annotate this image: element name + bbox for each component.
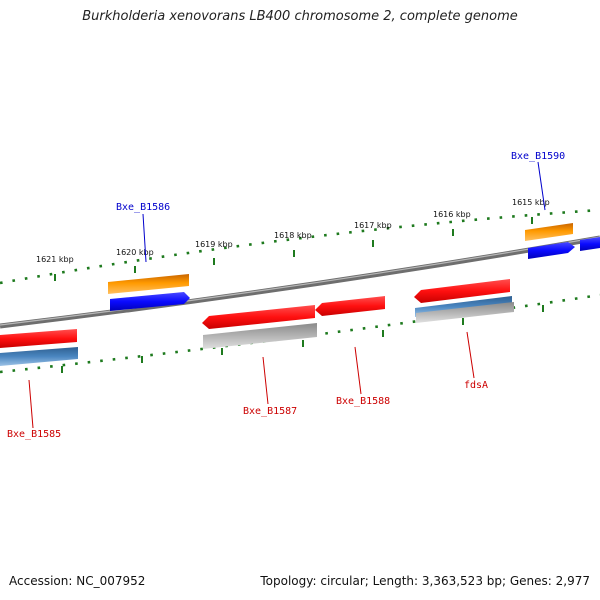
gene-feature[interactable] [525, 223, 573, 241]
gene-feature[interactable] [580, 237, 600, 251]
gene-label-bxe-b1588[interactable]: Bxe_B1588 [336, 396, 390, 407]
gene-label-bxe-b1590[interactable]: Bxe_B1590 [511, 151, 565, 162]
gene-feature[interactable] [203, 323, 317, 349]
gene-feature[interactable] [110, 292, 190, 311]
forward-features [108, 223, 600, 311]
scale-labels: 1621 kbp 1620 kbp 1619 kbp 1618 kbp 1617… [36, 198, 550, 264]
accession-text: Accession: NC_007952 [9, 574, 146, 588]
outer-tick-ring [0, 208, 600, 285]
gene-feature[interactable] [315, 296, 385, 316]
inner-major-ticks [61, 305, 544, 373]
gene-feature[interactable] [528, 242, 575, 259]
gene-labels: Bxe_B1586 Bxe_B1590 Bxe_B1585 Bxe_B1587 … [7, 151, 565, 440]
gene-feature[interactable] [108, 274, 189, 294]
genome-backbone [0, 235, 600, 329]
outer-major-ticks [54, 217, 533, 281]
reverse-features [0, 279, 514, 366]
gene-feature[interactable] [416, 302, 514, 323]
scale-label: 1620 kbp [116, 248, 154, 257]
scale-label: 1618 kbp [274, 231, 312, 240]
gene-label-bxe-b1586[interactable]: Bxe_B1586 [116, 202, 170, 213]
gene-label-bxe-b1585[interactable]: Bxe_B1585 [7, 429, 61, 440]
gene-label-bxe-b1587[interactable]: Bxe_B1587 [243, 406, 297, 417]
gene-feature[interactable] [202, 305, 315, 329]
scale-label: 1621 kbp [36, 255, 74, 264]
gene-feature[interactable] [0, 329, 77, 348]
label-leaders [28, 161, 546, 429]
gene-feature[interactable] [0, 347, 78, 366]
scale-label: 1617 kbp [354, 221, 392, 230]
gene-label-fdsa[interactable]: fdsA [464, 380, 488, 391]
scale-label: 1615 kbp [512, 198, 550, 207]
genome-summary-text: Topology: circular; Length: 3,363,523 bp… [260, 574, 590, 588]
scale-label: 1616 kbp [433, 210, 471, 219]
scale-label: 1619 kbp [195, 240, 233, 249]
map-title: Burkholderia xenovorans LB400 chromosome… [82, 9, 518, 24]
gene-feature[interactable] [414, 279, 510, 303]
